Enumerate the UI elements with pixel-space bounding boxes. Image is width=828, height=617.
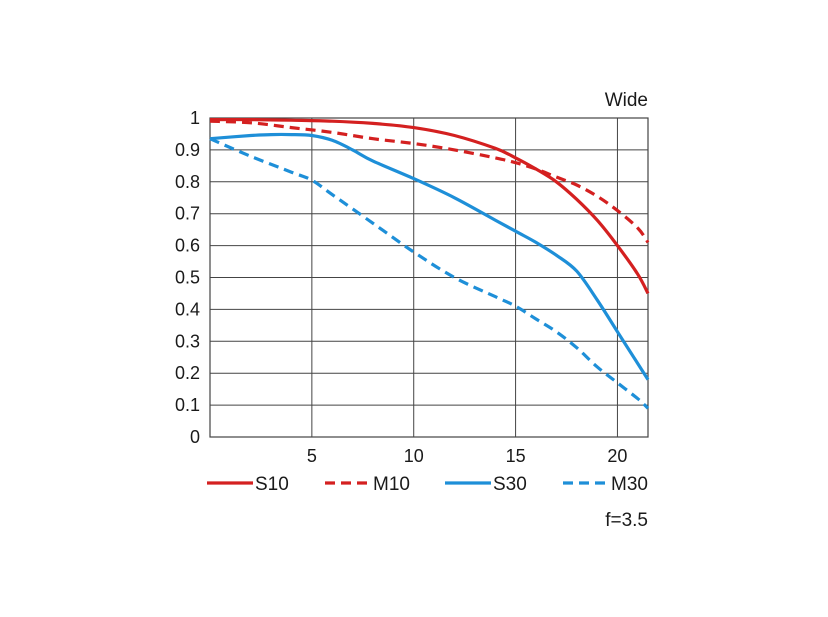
y-tick-label: 0.9 xyxy=(175,140,200,160)
y-tick-label: 0.2 xyxy=(175,363,200,383)
chart-legend: S10 M10 S30 M30 xyxy=(207,474,648,495)
y-tick-label: 0.4 xyxy=(175,299,200,319)
series-line-s10 xyxy=(209,117,650,295)
x-tick-label: 15 xyxy=(506,446,526,466)
y-tick-label: 0.8 xyxy=(175,172,200,192)
series-line-m30 xyxy=(209,137,650,410)
chart-title: Wide xyxy=(605,90,648,111)
chart-series xyxy=(209,117,650,410)
aperture-annotation: f=3.5 xyxy=(605,510,648,531)
y-tick-label: 0.1 xyxy=(175,395,200,415)
chart-grid xyxy=(209,117,649,438)
x-tick-label: 10 xyxy=(404,446,424,466)
y-tick-label: 0.7 xyxy=(175,204,200,224)
chart-tick-labels: 00.10.20.30.40.50.60.70.80.915 10 15 20 xyxy=(175,108,627,466)
legend-label-s10: S10 xyxy=(255,474,289,495)
legend-label-m10: M10 xyxy=(373,474,410,495)
legend-label-m30: M30 xyxy=(611,474,648,495)
y-tick-label: 0.3 xyxy=(175,331,200,351)
y-tick-label: 1 xyxy=(190,108,200,128)
series-line-m10 xyxy=(209,119,650,244)
y-tick-label: 0.6 xyxy=(175,236,200,256)
plot-frame xyxy=(209,117,649,438)
y-tick-label: 0 xyxy=(190,427,200,447)
series-line-s30 xyxy=(209,132,650,381)
y-tick-label: 0.5 xyxy=(175,268,200,288)
legend-label-s30: S30 xyxy=(493,474,527,495)
x-tick-label: 5 xyxy=(307,446,317,466)
x-tick-label: 20 xyxy=(607,446,627,466)
